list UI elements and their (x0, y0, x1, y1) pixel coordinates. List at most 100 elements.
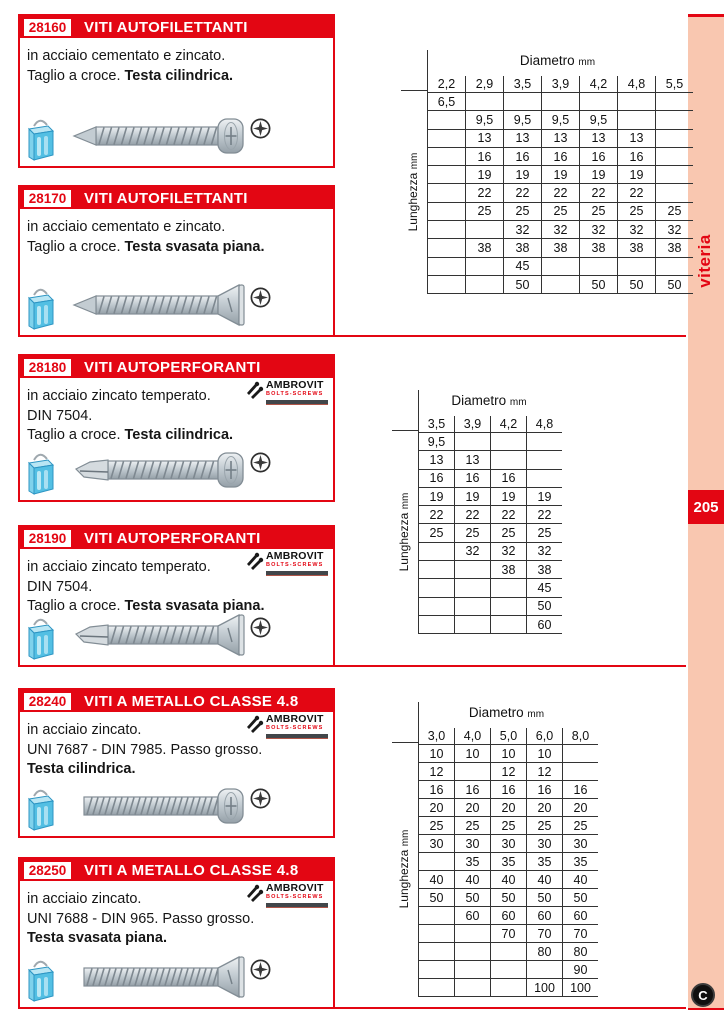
table-row: 10 10 10 10 (419, 744, 598, 763)
phillips-drive-icon (249, 787, 272, 810)
table-cell: 22 (617, 183, 656, 203)
table-cell: 100 (562, 978, 598, 997)
table-row: 9,5 9,5 9,5 9,5 (428, 110, 693, 130)
package-box-icon (25, 955, 55, 1003)
column-header: 3,5 (419, 416, 455, 433)
table-cell: 10 (490, 744, 527, 763)
header-row: 2,2 2,9 3,5 3,9 4,2 4,8 5,5 (428, 76, 693, 93)
package-box-icon (25, 448, 55, 496)
table-cell (419, 578, 455, 598)
table-cell: 16 (579, 147, 618, 167)
table-cell: 80 (562, 942, 598, 961)
table-cell (419, 542, 455, 562)
product-panel-28240: 28240 VITI A METALLO CLASSE 4.8 in acciaio… (18, 688, 335, 838)
lunghezza-label: Lunghezza (406, 172, 420, 232)
product-header-bar: 28160 VITI AUTOFILETTANTI (20, 16, 333, 38)
product-description: in acciaio zincato temperato. DIN 7504. Ta… (27, 387, 327, 446)
table-cell: 22 (465, 183, 504, 203)
screw-photo (68, 772, 268, 832)
table-cell: 38 (579, 238, 618, 258)
product-code: 28180 (24, 358, 71, 376)
brand-name: AMBROVIT (266, 379, 324, 391)
table-y-axis-label-lunghezza: Lunghezza mm (397, 830, 411, 909)
table-cell: 38 (490, 560, 527, 580)
table-cell: 16 (503, 147, 542, 167)
table-cell (490, 960, 527, 979)
table-cell (454, 924, 491, 943)
table-cell (490, 978, 527, 997)
table-row: 70 70 70 (419, 924, 598, 943)
table-cell (490, 578, 527, 598)
table-row: 13 13 13 13 13 (428, 129, 693, 148)
table-row: 19 19 19 19 (419, 487, 562, 507)
phillips-drive-icon (249, 958, 272, 981)
table-cell: 30 (419, 834, 455, 853)
table-cell (465, 220, 504, 240)
table-grid: 2,2 2,9 3,5 3,9 4,2 4,8 5,5 6,5 9,5 9,5 9,5 9,5 13 13… (428, 76, 693, 295)
table-cell (562, 744, 598, 763)
table-cell (655, 165, 693, 185)
column-header: 3,0 (419, 728, 455, 745)
table-row: 25 25 25 25 (419, 523, 562, 543)
table-cell (428, 147, 466, 167)
product-header-bar: 28190 VITI AUTOPERFORANTI (20, 527, 333, 549)
table-cell (541, 257, 580, 276)
page-number-badge: 205 (688, 490, 724, 524)
table-cell (454, 615, 491, 635)
description-line: in acciaio zincato. (27, 721, 327, 741)
table-cell: 25 (526, 523, 562, 543)
table-cell: 40 (419, 870, 455, 889)
table-cell (617, 110, 656, 130)
table-cell (454, 942, 491, 961)
table-title-diametro: Diametro mm (419, 702, 594, 728)
table-row: 50 50 50 50 50 (419, 888, 598, 907)
product-code: 28190 (24, 529, 71, 547)
brand-subtitle: BOLTS-SCREWS (266, 391, 324, 397)
table-cell: 20 (490, 798, 527, 817)
table-title-diametro: Diametro mm (419, 390, 559, 416)
description-line: Taglio a croce. Testa svasata piana. (27, 597, 327, 617)
lunghezza-label: Lunghezza (397, 850, 411, 909)
table-cell: 19 (490, 487, 527, 507)
table-cell (454, 560, 491, 580)
dimension-table: Diametro mm 3,0 4,0 5,0 6,0 8,0 10 10 10 10 12 12 12… (392, 702, 598, 997)
header-underline-extension (392, 741, 419, 743)
table-cell: 22 (490, 505, 527, 525)
mm-unit-label: mm (400, 830, 411, 847)
table-y-axis-label-lunghezza: Lunghezza mm (406, 152, 420, 231)
table-cell: 25 (454, 816, 491, 835)
ambrovit-logo: AMBROVIT BOLTS-SCREWS (246, 883, 328, 908)
table-cell: 22 (419, 505, 455, 525)
table-cell (419, 906, 455, 925)
product-code: 28240 (24, 692, 71, 710)
table-cell: 35 (562, 852, 598, 871)
table-cell: 38 (541, 238, 580, 258)
product-title: VITI AUTOFILETTANTI (84, 189, 248, 207)
brand-subtitle: BOLTS-SCREWS (266, 725, 324, 731)
table-cell: 13 (617, 129, 656, 148)
table-cell (465, 257, 504, 276)
ambrovit-text: AMBROVIT BOLTS-SCREWS (266, 380, 328, 405)
description-text-bold: Testa svasata piana. (27, 930, 167, 946)
table-cell (419, 942, 455, 961)
table-cell (428, 275, 466, 295)
table-row: 50 (419, 597, 562, 616)
table-cell: 50 (503, 275, 542, 295)
description-line: Testa cilindrica. (27, 760, 327, 780)
table-cell: 38 (617, 238, 656, 258)
table-row: 16 16 16 (419, 469, 562, 488)
table-row: 80 80 (419, 942, 598, 961)
table-cell: 19 (541, 165, 580, 185)
table-cell: 25 (526, 816, 563, 835)
table-cell: 25 (419, 816, 455, 835)
table-row: 16 16 16 16 16 (428, 147, 693, 167)
mm-unit-label: mm (578, 57, 596, 68)
table-cell (490, 615, 527, 635)
ambrovit-text: AMBROVIT BOLTS-SCREWS (266, 714, 328, 739)
product-code: 28170 (24, 189, 71, 207)
table-cell (419, 924, 455, 943)
brand-name: AMBROVIT (266, 882, 324, 894)
ambrovit-text: AMBROVIT BOLTS-SCREWS (266, 551, 328, 576)
table-row: 25 25 25 25 25 (419, 816, 598, 835)
table-cell (526, 960, 563, 979)
